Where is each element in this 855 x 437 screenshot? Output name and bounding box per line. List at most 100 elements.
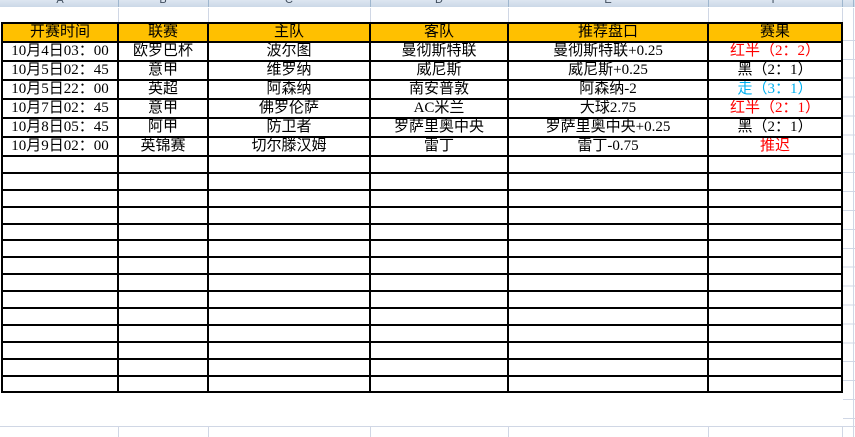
empty-cell[interactable] [1, 290, 119, 310]
empty-cell[interactable] [369, 222, 509, 242]
empty-cell[interactable] [117, 374, 209, 394]
empty-cell[interactable] [1, 340, 119, 360]
cell-away[interactable]: 南安普敦 [369, 79, 509, 100]
column-letter[interactable]: F [771, 0, 779, 6]
empty-cell[interactable] [707, 205, 843, 225]
empty-cell[interactable] [207, 239, 371, 259]
cell-result[interactable]: 黑（2：1） [707, 117, 843, 138]
cell-away[interactable]: 曼彻斯特联 [369, 41, 509, 62]
empty-cell[interactable] [507, 340, 709, 360]
empty-cell[interactable] [369, 171, 509, 191]
empty-cell[interactable] [507, 256, 709, 276]
empty-cell[interactable] [707, 171, 843, 191]
column-letter[interactable]: A [56, 0, 64, 6]
empty-cell[interactable] [707, 273, 843, 293]
cell-result[interactable]: 红半（2：2） [707, 41, 843, 62]
empty-cell[interactable] [707, 239, 843, 259]
empty-cell[interactable] [117, 188, 209, 208]
cell-time[interactable]: 10月5日02：45 [1, 60, 119, 81]
empty-cell[interactable] [207, 323, 371, 343]
empty-cell[interactable] [1, 188, 119, 208]
empty-cell[interactable] [117, 222, 209, 242]
cell-league[interactable]: 意甲 [117, 60, 209, 81]
empty-cell[interactable] [369, 273, 509, 293]
empty-cell[interactable] [707, 340, 843, 360]
cell-away[interactable]: 罗萨里奥中央 [369, 117, 509, 138]
empty-cell[interactable] [1, 374, 119, 394]
cell-league[interactable]: 英超 [117, 79, 209, 100]
empty-cell[interactable] [117, 323, 209, 343]
header-away-team[interactable]: 客队 [369, 22, 509, 43]
column-letter[interactable]: B [159, 0, 167, 6]
cell-time[interactable]: 10月7日02：45 [1, 98, 119, 119]
empty-cell[interactable] [1, 357, 119, 377]
empty-cell[interactable] [1, 222, 119, 242]
empty-cell[interactable] [369, 256, 509, 276]
cell-away[interactable]: AC米兰 [369, 98, 509, 119]
empty-cell[interactable] [117, 357, 209, 377]
empty-cell[interactable] [707, 323, 843, 343]
empty-cell[interactable] [507, 374, 709, 394]
empty-cell[interactable] [707, 188, 843, 208]
cell-time[interactable]: 10月4日03：00 [1, 41, 119, 62]
column-letter[interactable]: E [604, 0, 612, 6]
empty-cell[interactable] [507, 155, 709, 174]
cell-home[interactable]: 切尔滕汉姆 [207, 136, 371, 157]
cell-result[interactable]: 黑（2：1） [707, 60, 843, 81]
cell-home[interactable]: 维罗纳 [207, 60, 371, 81]
empty-cell[interactable] [207, 290, 371, 310]
empty-cell[interactable] [207, 205, 371, 225]
empty-cell[interactable] [707, 256, 843, 276]
empty-cell[interactable] [369, 290, 509, 310]
empty-cell[interactable] [1, 171, 119, 191]
header-league[interactable]: 联赛 [117, 22, 209, 43]
cell-home[interactable]: 佛罗伦萨 [207, 98, 371, 119]
empty-cell[interactable] [707, 374, 843, 394]
cell-handicap[interactable]: 曼彻斯特联+0.25 [507, 41, 709, 62]
empty-cell[interactable] [117, 307, 209, 326]
empty-cell[interactable] [207, 256, 371, 276]
empty-cell[interactable] [207, 307, 371, 326]
empty-cell[interactable] [507, 239, 709, 259]
cell-league[interactable]: 英锦赛 [117, 136, 209, 157]
header-kickoff-time[interactable]: 开赛时间 [1, 22, 119, 43]
cell-result[interactable]: 红半（2：1） [707, 98, 843, 119]
empty-cell[interactable] [507, 290, 709, 310]
cell-handicap[interactable]: 威尼斯+0.25 [507, 60, 709, 81]
empty-cell[interactable] [707, 155, 843, 174]
empty-cell[interactable] [1, 239, 119, 259]
empty-cell[interactable] [207, 340, 371, 360]
empty-cell[interactable] [207, 155, 371, 174]
empty-cell[interactable] [207, 171, 371, 191]
cell-home[interactable]: 防卫者 [207, 117, 371, 138]
empty-cell[interactable] [507, 171, 709, 191]
empty-cell[interactable] [207, 273, 371, 293]
cell-handicap[interactable]: 雷丁-0.75 [507, 136, 709, 157]
empty-cell[interactable] [369, 323, 509, 343]
cell-league[interactable]: 意甲 [117, 98, 209, 119]
column-letter[interactable]: D [435, 0, 443, 6]
cell-league[interactable]: 欧罗巴杯 [117, 41, 209, 62]
empty-cell[interactable] [207, 374, 371, 394]
cell-result[interactable]: 走（3：1） [707, 79, 843, 100]
empty-cell[interactable] [507, 222, 709, 242]
empty-cell[interactable] [707, 222, 843, 242]
empty-cell[interactable] [1, 205, 119, 225]
empty-cell[interactable] [707, 357, 843, 377]
empty-cell[interactable] [507, 307, 709, 326]
header-result[interactable]: 赛果 [707, 22, 843, 43]
empty-cell[interactable] [1, 256, 119, 276]
empty-cell[interactable] [369, 340, 509, 360]
empty-cell[interactable] [117, 273, 209, 293]
empty-cell[interactable] [369, 155, 509, 174]
empty-cell[interactable] [369, 239, 509, 259]
cell-result[interactable]: 推迟 [707, 136, 843, 157]
cell-league[interactable]: 阿甲 [117, 117, 209, 138]
empty-cell[interactable] [707, 290, 843, 310]
column-letter[interactable]: C [285, 0, 293, 6]
header-home-team[interactable]: 主队 [207, 22, 371, 43]
empty-cell[interactable] [117, 171, 209, 191]
empty-cell[interactable] [369, 188, 509, 208]
empty-cell[interactable] [507, 357, 709, 377]
empty-cell[interactable] [1, 155, 119, 174]
